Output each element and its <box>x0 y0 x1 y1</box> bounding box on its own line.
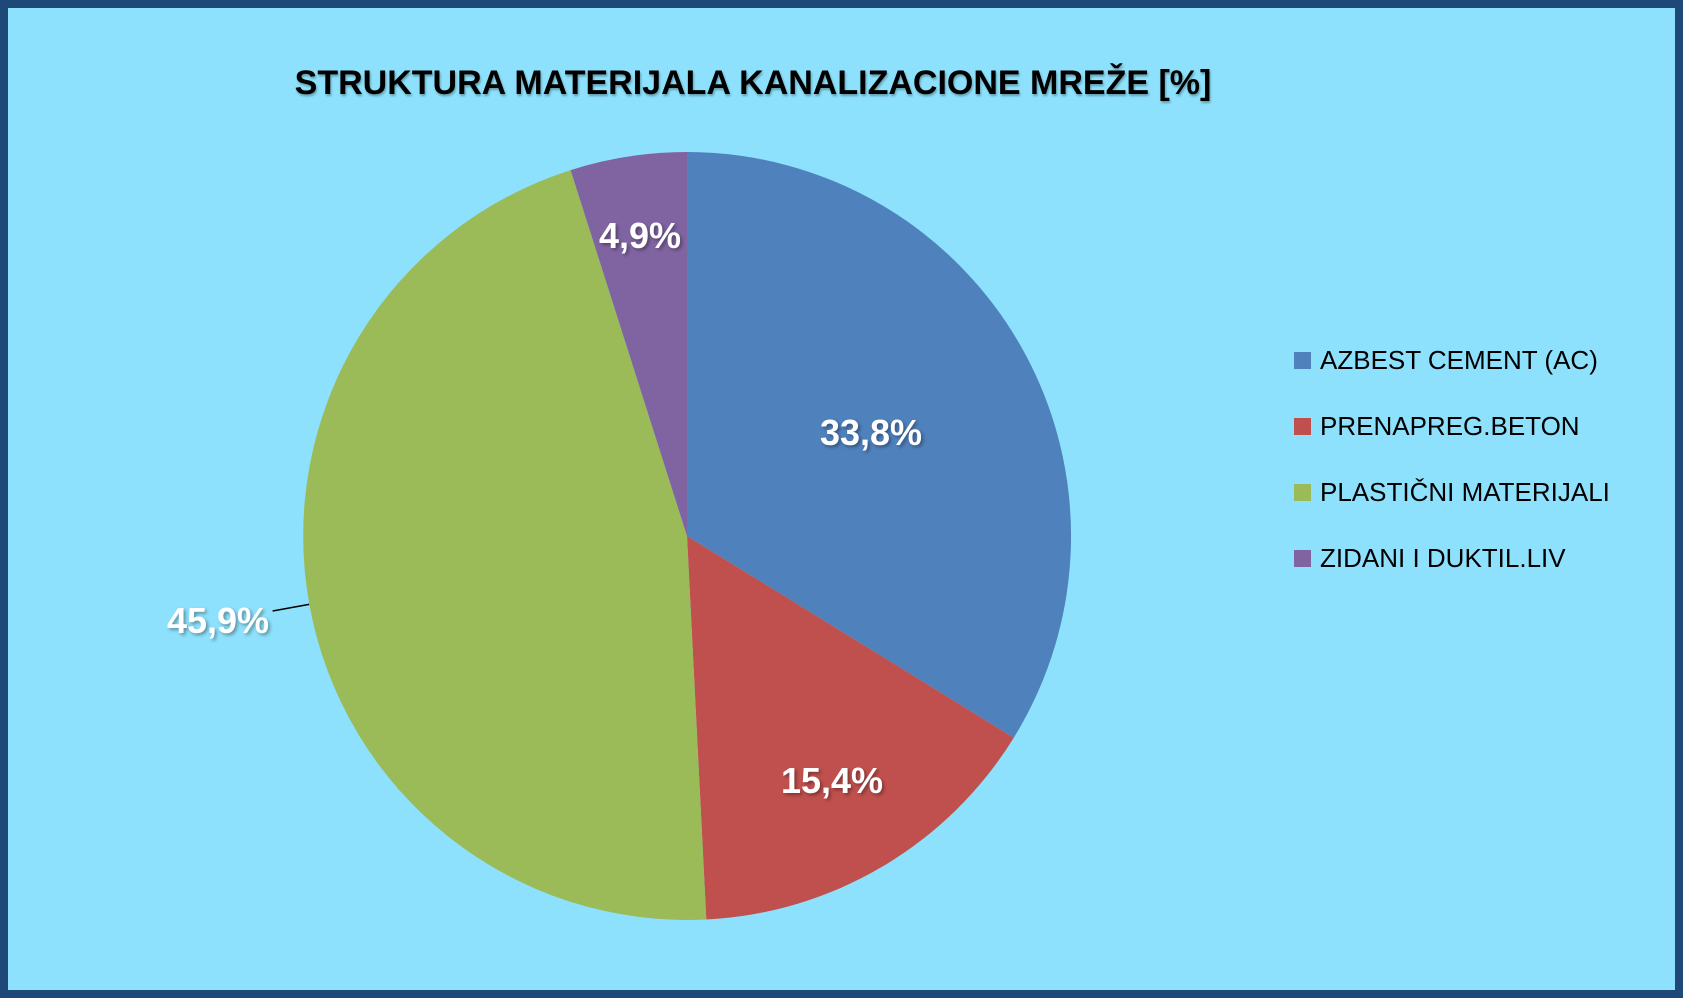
slice-label-0: 33,8% <box>819 412 923 453</box>
slice-label-2: 45,9% <box>166 600 270 641</box>
legend-item-plasticni-materijali: PLASTIČNI MATERIJALI <box>1294 476 1610 507</box>
slice-label-3: 4,9% <box>598 215 682 256</box>
legend-label-azbest-cement: AZBEST CEMENT (AC) <box>1320 344 1598 375</box>
pie-slice-2 <box>303 170 707 920</box>
legend-swatch-plasticni-materijali <box>1294 483 1311 501</box>
legend: AZBEST CEMENT (AC) PRENAPREG.BETON PLAST… <box>1294 344 1610 611</box>
chart-title: STRUKTURA MATERIJALA KANALIZACIONE MREŽE… <box>294 64 1212 102</box>
legend-item-prenapreg-beton: PRENAPREG.BETON <box>1294 410 1610 441</box>
legend-label-plasticni-materijali: PLASTIČNI MATERIJALI <box>1320 476 1610 507</box>
pie-slice-3 <box>570 152 687 536</box>
legend-swatch-prenapreg-beton <box>1294 417 1311 435</box>
leader-line-2 <box>272 603 310 612</box>
legend-label-prenapreg-beton: PRENAPREG.BETON <box>1320 410 1580 441</box>
legend-item-zidani-duktil-liv: ZIDANI I DUKTIL.LIV <box>1294 542 1610 573</box>
pie-chart <box>272 152 1072 920</box>
legend-swatch-azbest-cement <box>1294 351 1311 369</box>
pie-slice-1 <box>687 536 1014 920</box>
legend-swatch-zidani-duktil-liv <box>1294 549 1311 567</box>
legend-label-zidani-duktil-liv: ZIDANI I DUKTIL.LIV <box>1320 542 1566 573</box>
slice-label-1: 15,4% <box>780 760 884 801</box>
pie-slice-0 <box>687 152 1072 738</box>
legend-item-azbest-cement: AZBEST CEMENT (AC) <box>1294 344 1610 375</box>
